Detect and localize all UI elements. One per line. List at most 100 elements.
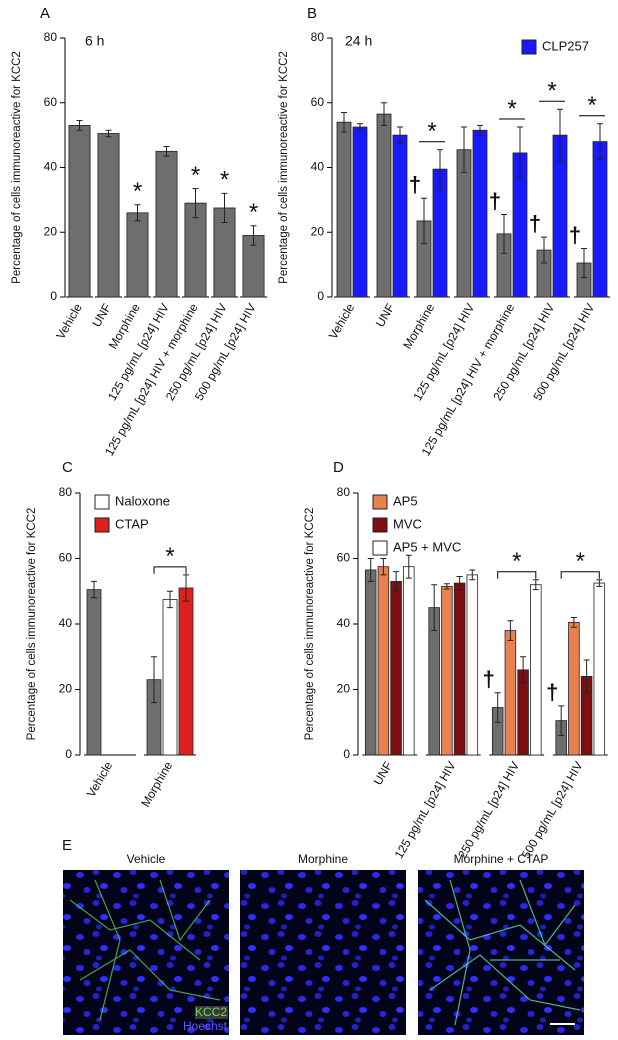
error-bar	[183, 574, 189, 602]
y-axis-label: Percentage of cells immunoreactive for K…	[11, 51, 23, 284]
significance-marker: *	[547, 78, 556, 105]
error-bar	[192, 188, 199, 219]
x-tick-label: UNF	[373, 301, 397, 329]
error-bar	[596, 579, 603, 587]
y-tick-label: 20	[59, 682, 73, 696]
x-tick-label: Morphine	[400, 301, 437, 352]
bar	[377, 566, 390, 756]
y-tick-label: 40	[44, 160, 58, 174]
legend-label: AP5	[393, 493, 418, 508]
significance-marker: †	[569, 222, 581, 247]
bar	[453, 582, 466, 756]
error-bar	[381, 102, 387, 126]
x-tick-label: UNF	[371, 759, 395, 787]
bar	[155, 150, 178, 298]
bar	[472, 129, 488, 298]
error-bar	[105, 129, 112, 138]
bar	[86, 589, 102, 756]
significance-bracket	[153, 566, 187, 574]
annotation: 6 h	[85, 33, 104, 49]
y-axis-label: Percentage of cells immunoreactive for K…	[26, 508, 38, 741]
bar	[504, 630, 517, 756]
error-bar	[397, 126, 403, 144]
error-bar	[437, 149, 443, 190]
stain-label: Hoechst	[183, 1019, 228, 1033]
legend-swatch	[372, 494, 388, 510]
legend-label: AP5 + MVC	[393, 539, 461, 554]
panel-letter: A	[40, 5, 50, 22]
y-tick-label: 40	[311, 160, 325, 174]
bar	[126, 212, 149, 298]
bar	[336, 121, 352, 298]
significance-marker: *	[512, 548, 521, 575]
x-tick-label: 125 pg/mL [p24] HIV	[392, 759, 459, 861]
y-tick-label: 20	[337, 682, 351, 696]
error-bar	[532, 579, 539, 591]
x-tick-label: 500 pg/mL [p24] HIV	[519, 759, 586, 861]
error-bar	[167, 590, 173, 609]
bar	[162, 599, 178, 756]
y-tick-label: 40	[59, 616, 73, 630]
panel-letter: B	[307, 5, 317, 22]
bar	[376, 113, 392, 298]
legend-swatch	[521, 39, 537, 55]
panel-letter: E	[62, 837, 72, 854]
error-bar	[597, 123, 603, 160]
legend-swatch	[94, 517, 110, 533]
x-tick-label: Vehicle	[84, 759, 116, 800]
bar	[178, 587, 194, 756]
error-bar	[341, 111, 347, 133]
legend-label: Naloxone	[115, 493, 170, 508]
error-bar	[151, 656, 157, 704]
error-bar	[421, 197, 427, 245]
error-bar	[469, 569, 476, 581]
significance-marker: †	[409, 172, 421, 197]
y-axis-label: Percentage of cells immunoreactive for K…	[278, 51, 290, 284]
y-tick-label: 60	[337, 551, 351, 565]
legend-label: CLP257	[542, 38, 589, 53]
error-bar	[76, 120, 83, 131]
significance-marker: *	[576, 548, 585, 575]
micrograph	[418, 870, 584, 1035]
significance-marker: *	[427, 118, 436, 145]
error-bar	[557, 108, 563, 162]
bar	[441, 585, 453, 756]
x-tick-label: 250 pg/mL [p24] HIV	[455, 759, 522, 861]
significance-marker: †	[489, 188, 501, 213]
significance-marker: *	[507, 95, 516, 122]
bar	[68, 125, 91, 298]
significance-bracket	[497, 571, 537, 579]
significance-marker: †	[483, 667, 495, 692]
error-bar	[581, 247, 587, 279]
panel-letter: C	[62, 459, 73, 476]
stain-label: KCC2	[195, 1005, 227, 1019]
error-bar	[517, 126, 523, 180]
error-bar	[357, 123, 363, 131]
significance-marker: *	[191, 162, 200, 189]
y-tick-label: 40	[337, 616, 351, 630]
image-title: Morphine + CTAP	[454, 852, 549, 866]
error-bar	[520, 656, 527, 684]
bar	[568, 621, 580, 756]
y-axis-label: Percentage of cells immunoreactive for K…	[304, 508, 316, 741]
legend-swatch	[372, 517, 388, 533]
micrograph	[240, 870, 406, 1035]
error-bar	[393, 571, 400, 592]
legend-swatch	[372, 540, 388, 556]
x-tick-label: Vehicle	[53, 301, 85, 342]
y-tick-label: 80	[337, 485, 351, 499]
error-bar	[221, 192, 228, 224]
legend-swatch	[94, 494, 110, 510]
y-tick-label: 0	[317, 289, 324, 303]
error-bar	[367, 558, 374, 582]
error-bar	[134, 204, 141, 222]
bar	[592, 141, 608, 298]
error-bar	[583, 659, 590, 694]
error-bar	[431, 584, 438, 632]
legend-label: MVC	[393, 516, 422, 531]
error-bar	[558, 705, 565, 736]
bar	[403, 566, 415, 756]
x-tick-label: Morphine	[138, 759, 175, 810]
image-title: Vehicle	[127, 852, 166, 866]
error-bar	[461, 126, 467, 173]
